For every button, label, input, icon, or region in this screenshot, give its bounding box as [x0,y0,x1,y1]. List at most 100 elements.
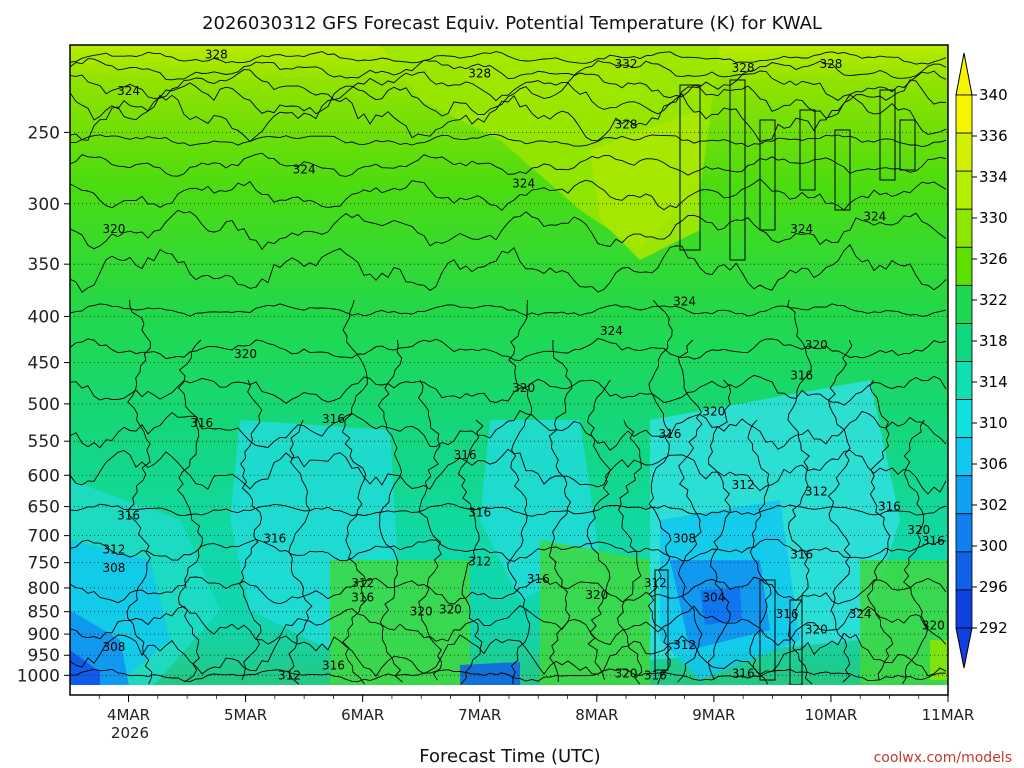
contour-line [902,419,928,685]
field-region [700,588,742,625]
contour-label: 312 [644,576,667,590]
contour-line [70,303,947,317]
colorbar-tick-label: 302 [979,496,1008,514]
contour-line [654,569,669,671]
contour-label: 308 [673,531,696,545]
contour-label: 320 [702,405,725,419]
y-axis: 2503003504004505005506006507007508008509… [17,123,70,686]
y-tick-label: 800 [28,579,60,599]
x-tick-label: 10MAR [805,706,858,724]
contour-label: 324 [117,84,140,98]
colorbar-swatch [955,513,973,553]
contour-label: 324 [790,222,813,236]
contour-label: 312 [102,542,125,556]
colorbar-tick-label: 306 [979,455,1008,473]
contour-line [70,244,947,293]
contour-line [70,79,947,121]
field-region [540,540,650,685]
contour-line [70,632,947,678]
contour-line [70,605,947,647]
contour-label: 320 [585,588,608,602]
colorbar-tick-label: 330 [979,209,1008,227]
contour-line [70,51,947,65]
contour-label: 316 [190,416,213,430]
contour-label: 316 [644,668,667,682]
contour-label: 316 [117,509,140,523]
colorbar-tick-label: 310 [979,414,1008,432]
colorbar-swatch [955,475,973,515]
contour-line [677,339,703,683]
contour-label: 316 [922,534,945,548]
y-tick-label: 550 [28,432,60,452]
contour-label: 312 [732,478,755,492]
contour-line [70,69,947,102]
colorbar-tick-label: 300 [979,537,1008,555]
colorbar-swatch [955,551,973,591]
contour-label: 316 [527,572,550,586]
contour-label: 312 [351,576,374,590]
contour-label: 324 [293,163,316,177]
contour-label: 324 [600,324,623,338]
colorbar-swatch [955,132,973,172]
contour-lines [70,51,947,685]
contour-line [417,379,443,681]
contour-label: 320 [234,347,257,361]
contour-line [759,119,776,231]
contour-line [787,299,813,685]
y-tick-label: 250 [28,123,60,143]
field-region [590,110,700,260]
contour-line [729,79,746,261]
colorbar-swatch [955,94,973,134]
contour-label: 320 [805,623,828,637]
contour-label: 308 [102,640,125,654]
y-tick-label: 350 [28,255,60,275]
contour-line [70,178,947,211]
contour-line [548,339,573,683]
contour-line [707,379,732,681]
colorbar-tick-label: 314 [979,373,1008,391]
contour-line [341,299,368,685]
y-tick-label: 900 [28,625,60,645]
colorbar-tick-label: 340 [979,86,1008,104]
plot-area: 328 324 328 332 328 328 328 324 324 320 324 324 324 3… [70,45,948,685]
colorbar-tick-label: 336 [979,127,1008,145]
contour-line [70,58,947,81]
contour-label: 312 [805,484,828,498]
contour-label: 324 [673,294,696,308]
contour-label: 304 [702,591,725,605]
contour-line [70,409,947,451]
x-axis: 4MAR 5MAR 6MAR 7MAR 8MAR 9MAR 10MAR 11MAR [98,695,974,724]
contour-label: 316 [732,666,755,680]
contour-line [866,379,894,681]
y-tick-label: 1000 [17,666,60,686]
contour-line [70,538,947,562]
contour-label: 316 [322,412,345,426]
colorbar-swatch [955,284,973,324]
contour-label: 328 [615,117,638,131]
y-tick-label: 950 [28,646,60,666]
contour-label: 312 [278,668,301,682]
chart-title: 2026030312 GFS Forecast Equiv. Potential… [202,13,822,34]
contour-line [377,339,403,683]
x-tick-label: 5MAR [224,706,267,724]
field-region [70,650,100,685]
colorbar-swatch [955,208,973,248]
colorbar-bottom-arrow [955,627,973,669]
colorbar-top-arrow [955,52,973,96]
y-tick-label: 300 [28,195,60,215]
contour-line [70,503,947,517]
contour-line [70,337,947,362]
contour-line [789,599,803,685]
y-tick-label: 500 [28,395,60,415]
contour-label: 320 [907,523,930,537]
contour-line [647,299,673,685]
colorbar-swatch [955,246,973,286]
contour-line [70,576,947,605]
contour-label: 316 [263,531,286,545]
contour-line [747,419,772,685]
contour-label: 324 [512,177,535,191]
contour-line [70,374,947,406]
colorbar-swatch [955,361,973,400]
contour-line [507,299,533,685]
